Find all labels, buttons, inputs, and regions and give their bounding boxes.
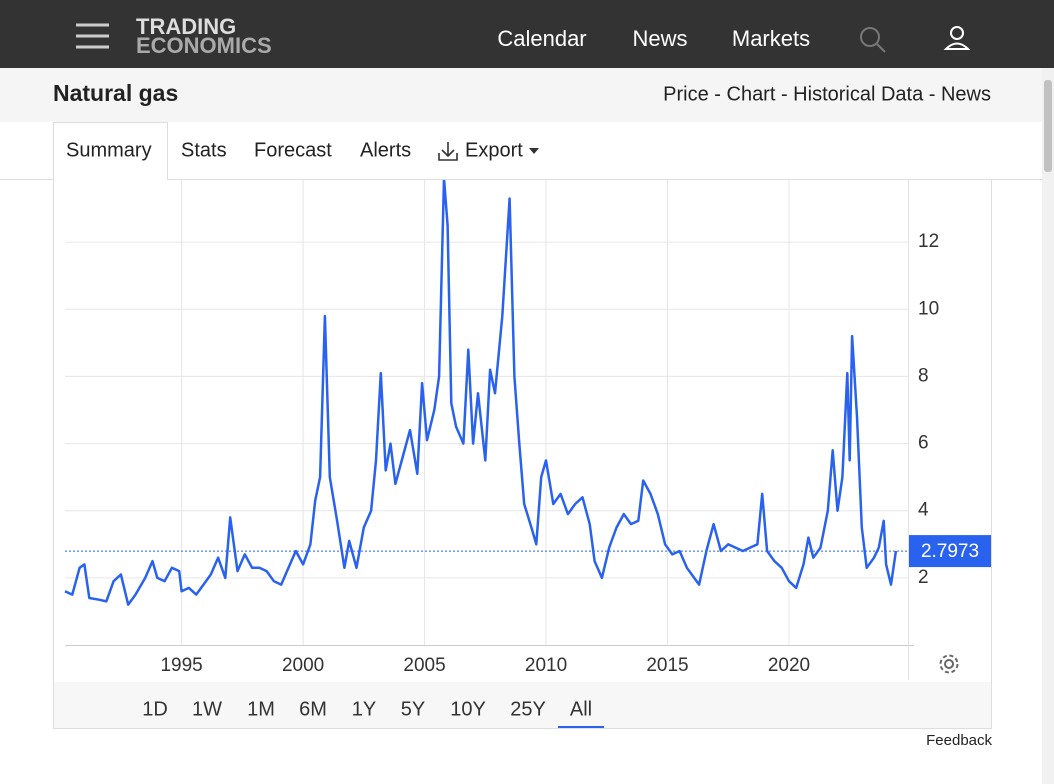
range-bar	[54, 682, 991, 728]
search-icon[interactable]	[860, 27, 886, 53]
x-tick-label: 2020	[768, 655, 810, 676]
tab[interactable]: Export	[465, 139, 523, 161]
x-tick-label: 2005	[403, 655, 445, 676]
breadcrumb[interactable]: Price - Chart - Historical Data - News	[663, 83, 991, 105]
range-button[interactable]: 6M	[299, 698, 327, 720]
nav-link[interactable]: Markets	[732, 26, 810, 51]
page-title: Natural gas	[53, 80, 178, 106]
user-icon[interactable]	[943, 26, 971, 50]
tab[interactable]: Stats	[181, 139, 227, 161]
nav-link[interactable]: Calendar	[497, 26, 586, 51]
price-line	[64, 177, 898, 606]
x-tick-label: 1995	[160, 655, 202, 676]
y-tick-label: 4	[918, 500, 929, 521]
range-button[interactable]: 10Y	[450, 698, 486, 720]
menu-icon[interactable]	[76, 23, 109, 49]
range-button[interactable]: 1W	[192, 698, 222, 720]
y-tick-label: 6	[918, 433, 929, 454]
tab-bar	[0, 122, 1042, 180]
scrollbar[interactable]	[1042, 68, 1054, 784]
range-button[interactable]: 1D	[142, 698, 168, 720]
y-tick-label: 2	[918, 567, 929, 588]
caret	[529, 148, 539, 154]
range-button[interactable]: 25Y	[510, 698, 546, 720]
title-bar	[0, 68, 1042, 122]
x-tick-label: 2000	[282, 655, 324, 676]
range-button[interactable]: 5Y	[401, 698, 425, 720]
range-button[interactable]: 1Y	[352, 698, 376, 720]
tab[interactable]: Forecast	[254, 139, 332, 161]
range-button[interactable]: All	[570, 698, 592, 720]
last-price-box	[909, 535, 991, 568]
last-price-label: 2.7973	[921, 541, 979, 562]
range-button[interactable]: 1M	[247, 698, 275, 720]
y-tick-label: 10	[918, 298, 939, 319]
logo-line[interactable]: ECONOMICS	[136, 33, 272, 58]
download-icon	[438, 142, 458, 161]
logo-line[interactable]: TRADING	[136, 14, 236, 39]
tab[interactable]: Alerts	[360, 139, 411, 161]
plot-area: 24681012141995200020052010201520202.7973	[64, 164, 991, 680]
y-tick-label: 12	[918, 231, 939, 252]
y-tick-label: 8	[918, 365, 929, 386]
scroll-thumb[interactable]	[1044, 80, 1052, 172]
settings-icon[interactable]	[939, 654, 959, 674]
x-tick-label: 2015	[646, 655, 688, 676]
nav-link[interactable]: News	[632, 26, 687, 51]
x-tick-label: 2010	[525, 655, 567, 676]
feedback-link[interactable]: Feedback	[926, 732, 992, 749]
active-tab	[53, 122, 168, 180]
tab[interactable]: Summary	[66, 139, 152, 161]
